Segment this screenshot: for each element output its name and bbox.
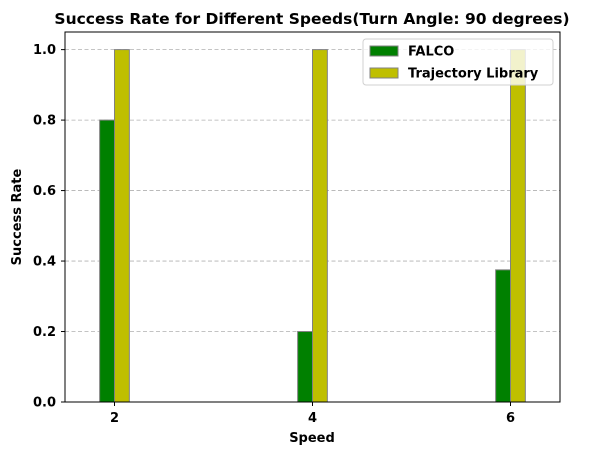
y-axis-ticks: 0.0 0.2 0.4 0.6 0.8 1.0 <box>33 43 65 411</box>
chart-title: Success Rate for Different Speeds(Turn A… <box>54 10 569 28</box>
x-axis-ticks: 2 4 6 <box>110 402 515 426</box>
bar <box>114 49 130 403</box>
y-axis-label: Success Rate <box>10 168 25 265</box>
legend-swatch <box>369 45 399 57</box>
bars <box>99 49 526 403</box>
x-tick-label: 2 <box>110 411 119 426</box>
y-tick-label: 1.0 <box>33 43 56 58</box>
y-tick-label: 0.6 <box>33 184 56 199</box>
y-tick-label: 0.2 <box>33 325 56 340</box>
x-tick-label: 4 <box>308 411 317 426</box>
x-axis-label: Speed <box>289 431 335 446</box>
bar <box>297 331 313 403</box>
legend-label: Trajectory Library <box>408 67 539 82</box>
bar <box>510 49 526 403</box>
legend: FALCO Trajectory Library <box>362 38 554 86</box>
x-tick-label: 6 <box>506 411 515 426</box>
legend-label: FALCO <box>408 45 454 60</box>
bar <box>312 49 328 403</box>
legend-box <box>362 38 554 86</box>
y-tick-label: 0.0 <box>33 396 56 411</box>
legend-swatch <box>369 67 399 79</box>
y-tick-label: 0.8 <box>33 114 56 129</box>
y-tick-label: 0.4 <box>33 255 56 270</box>
bar <box>99 119 116 403</box>
bar <box>495 269 511 403</box>
